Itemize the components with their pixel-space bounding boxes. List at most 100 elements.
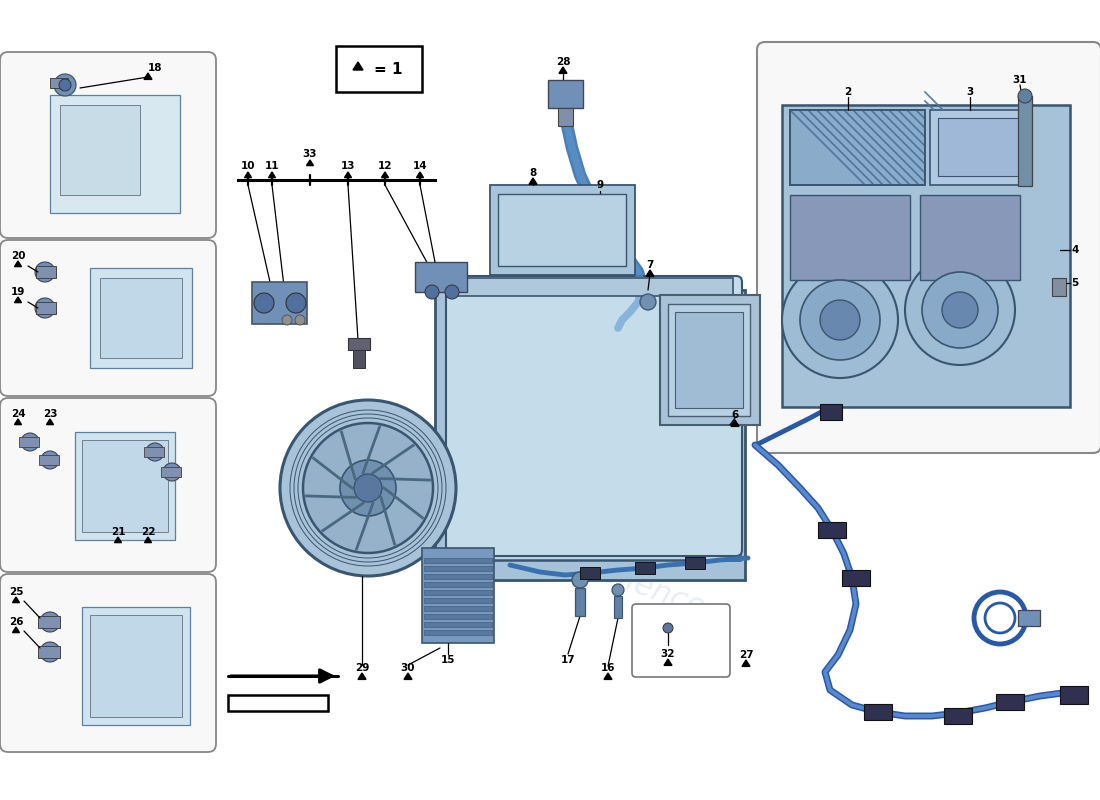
Polygon shape [14,297,22,302]
FancyBboxPatch shape [82,440,168,532]
Polygon shape [664,659,672,666]
FancyBboxPatch shape [842,570,870,586]
FancyBboxPatch shape [161,467,182,477]
Text: 19: 19 [11,287,25,297]
Circle shape [282,315,292,325]
Text: 9: 9 [596,180,604,190]
Circle shape [354,474,382,502]
FancyBboxPatch shape [415,262,468,292]
FancyBboxPatch shape [1018,96,1032,186]
Circle shape [942,292,978,328]
Text: 16: 16 [601,663,615,673]
Polygon shape [529,178,537,184]
Text: 3: 3 [967,87,974,97]
Circle shape [35,298,55,318]
FancyBboxPatch shape [818,522,846,538]
Polygon shape [14,261,22,266]
FancyBboxPatch shape [790,110,925,185]
FancyBboxPatch shape [685,557,705,569]
Text: 26: 26 [9,617,23,627]
FancyBboxPatch shape [575,588,585,616]
FancyBboxPatch shape [424,598,492,603]
FancyBboxPatch shape [424,630,492,635]
FancyBboxPatch shape [668,304,750,416]
FancyBboxPatch shape [548,80,583,108]
FancyBboxPatch shape [424,582,492,587]
Polygon shape [144,537,152,542]
Polygon shape [307,160,314,166]
Circle shape [922,272,998,348]
Polygon shape [382,172,388,178]
Text: 25: 25 [9,587,23,597]
Polygon shape [344,172,352,178]
Text: 33: 33 [302,149,317,159]
Circle shape [59,79,72,91]
FancyBboxPatch shape [996,694,1024,710]
Text: 31: 31 [1013,75,1027,85]
Circle shape [446,285,459,299]
Polygon shape [244,172,252,178]
FancyBboxPatch shape [50,78,68,88]
FancyBboxPatch shape [434,290,745,580]
FancyBboxPatch shape [424,606,492,611]
FancyBboxPatch shape [353,350,365,368]
FancyBboxPatch shape [36,266,56,278]
FancyBboxPatch shape [252,282,307,324]
FancyBboxPatch shape [348,338,370,350]
Text: 5: 5 [1071,278,1079,288]
Text: 4: 4 [1071,245,1079,255]
Text: 22: 22 [141,527,155,537]
FancyBboxPatch shape [455,278,733,296]
Circle shape [640,294,656,310]
Text: = 1: = 1 [374,62,403,78]
Circle shape [800,280,880,360]
FancyBboxPatch shape [782,105,1070,407]
Polygon shape [144,73,152,79]
Circle shape [820,300,860,340]
FancyBboxPatch shape [498,194,626,266]
FancyBboxPatch shape [864,704,892,720]
Polygon shape [604,673,612,679]
FancyBboxPatch shape [39,616,60,628]
FancyBboxPatch shape [0,574,216,752]
FancyBboxPatch shape [0,398,216,572]
FancyBboxPatch shape [614,596,622,618]
Circle shape [782,262,898,378]
FancyBboxPatch shape [39,455,59,465]
Polygon shape [417,172,424,178]
Circle shape [40,642,60,662]
FancyBboxPatch shape [19,437,38,447]
Polygon shape [646,270,654,276]
Text: 27: 27 [739,650,754,660]
FancyBboxPatch shape [36,302,56,314]
Text: 20: 20 [11,251,25,261]
Circle shape [41,451,59,469]
Circle shape [663,623,673,633]
Polygon shape [12,597,20,602]
Circle shape [612,584,624,596]
Text: 18: 18 [147,63,163,73]
Text: 30: 30 [400,663,416,673]
FancyBboxPatch shape [422,548,494,643]
FancyBboxPatch shape [938,118,1022,176]
FancyBboxPatch shape [424,558,492,563]
Text: a passion for excellence: a passion for excellence [352,468,708,622]
Text: 12: 12 [377,161,393,171]
Polygon shape [14,419,22,425]
FancyBboxPatch shape [944,708,972,724]
Polygon shape [114,537,121,542]
Circle shape [163,463,182,481]
Text: 24: 24 [11,409,25,419]
Circle shape [40,612,60,632]
Text: 15: 15 [441,655,455,665]
FancyBboxPatch shape [0,240,216,396]
FancyBboxPatch shape [424,614,492,619]
FancyBboxPatch shape [632,604,730,677]
FancyBboxPatch shape [635,562,654,574]
Polygon shape [353,62,363,70]
Circle shape [286,293,306,313]
FancyBboxPatch shape [336,46,422,92]
FancyBboxPatch shape [675,312,742,408]
Text: 8: 8 [529,168,537,178]
FancyBboxPatch shape [920,195,1020,280]
